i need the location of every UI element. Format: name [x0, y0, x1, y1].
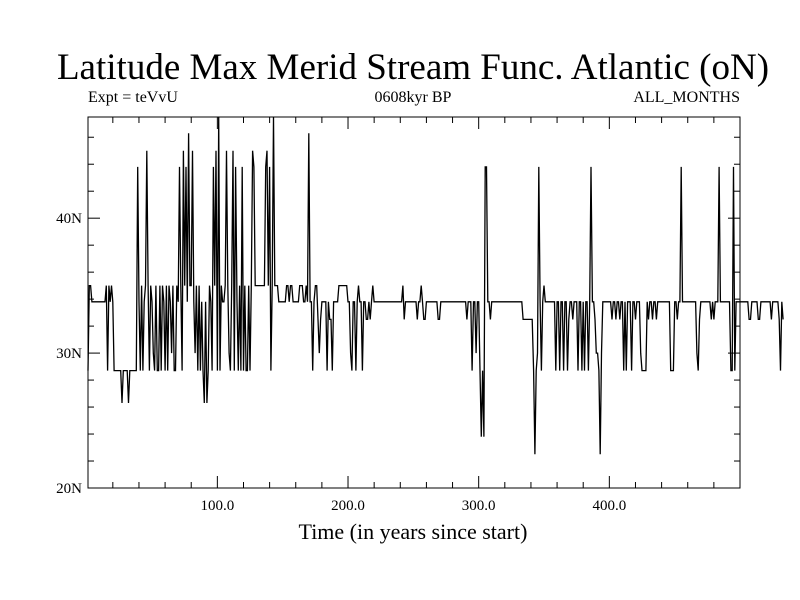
x-tick-label: 200.0 [331, 498, 365, 514]
plot-frame [87, 116, 741, 489]
period-label: 0608kyr BP [374, 89, 452, 106]
x-tick-label: 100.0 [200, 498, 234, 514]
x-axis-label: Time (in years since start) [298, 519, 528, 544]
months-label: ALL_MONTHS [633, 89, 740, 106]
series-group [87, 116, 784, 455]
y-tick-label: 30N [56, 346, 82, 362]
chart-title: Latitude Max Merid Stream Func. Atlantic… [56, 47, 770, 88]
x-tick-label: 400.0 [592, 498, 626, 514]
series-line [87, 116, 784, 455]
y-tick-label: 40N [56, 211, 82, 227]
experiment-label: Expt = teVvU [88, 89, 178, 106]
tick-labels: 100.0 200.0 300.0 400.0 20N 30N 40N [56, 211, 626, 514]
y-tick-label: 20N [56, 481, 82, 497]
x-tick-label: 300.0 [462, 498, 496, 514]
axis-ticks [88, 117, 740, 488]
